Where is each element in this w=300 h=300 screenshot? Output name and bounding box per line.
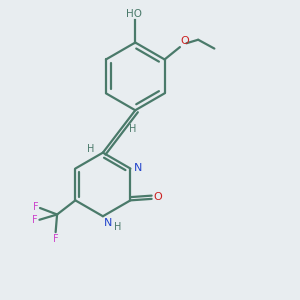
Text: H: H	[128, 124, 136, 134]
Text: H: H	[87, 144, 94, 154]
Text: N: N	[134, 163, 142, 173]
Text: F: F	[53, 234, 58, 244]
Text: O: O	[181, 36, 190, 46]
Text: F: F	[32, 215, 38, 225]
Text: N: N	[104, 218, 112, 228]
Text: O: O	[153, 192, 162, 202]
Text: HO: HO	[126, 9, 142, 19]
Text: F: F	[33, 202, 38, 212]
Text: H: H	[114, 221, 122, 232]
